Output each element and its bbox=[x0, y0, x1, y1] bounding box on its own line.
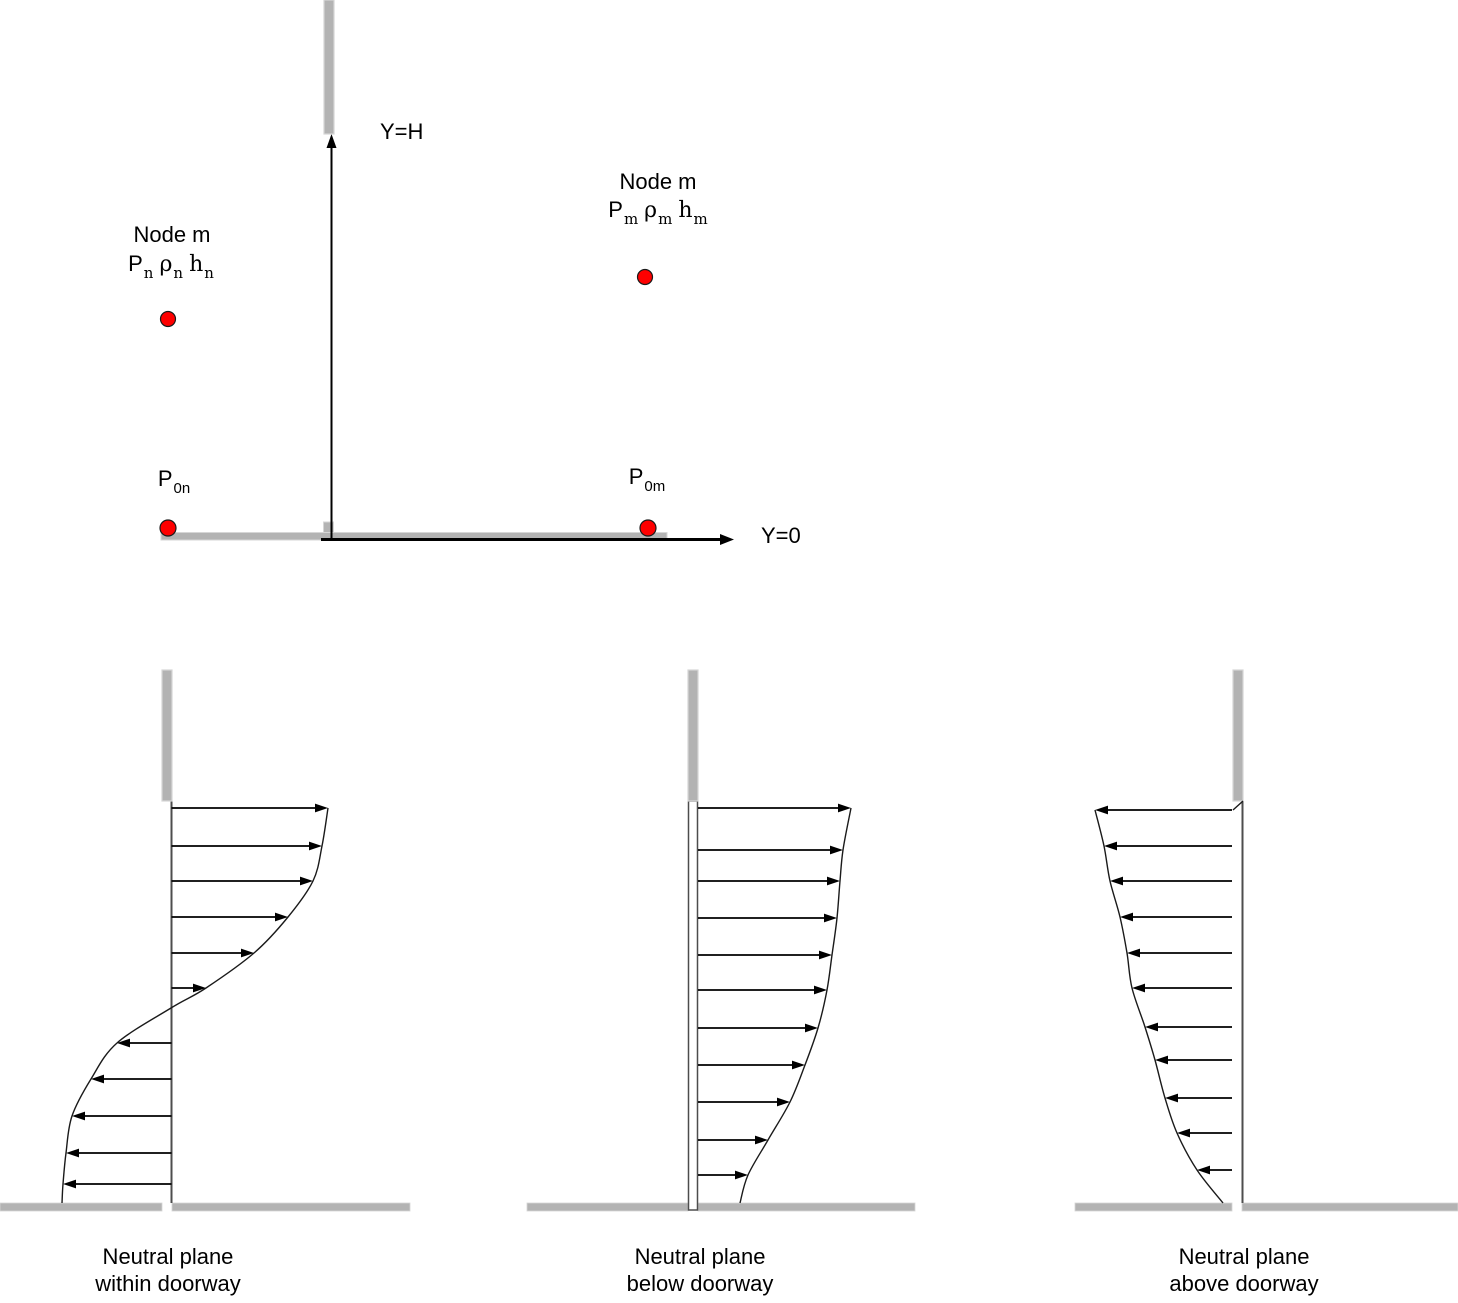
node-dot bbox=[159, 310, 177, 328]
flow-arrow-head bbox=[838, 803, 851, 813]
caption-above-doorway: Neutral plane above doorway bbox=[1169, 1243, 1318, 1297]
velocity-profile-curve bbox=[739, 807, 852, 1204]
y-axis-arrowhead bbox=[326, 134, 337, 148]
caption-line: within doorway bbox=[95, 1271, 241, 1296]
floor-slab bbox=[1074, 1202, 1233, 1212]
flow-arrow-head bbox=[72, 1111, 85, 1121]
x-axis-label: Y=0 bbox=[761, 523, 801, 548]
flow-arrow-head bbox=[1132, 983, 1145, 993]
y-axis-label: Y=H bbox=[380, 119, 424, 144]
node-right-formula: Pm ρm hm bbox=[608, 197, 708, 228]
flow-arrow-head bbox=[755, 1135, 768, 1145]
caption-line: Neutral plane bbox=[634, 1244, 766, 1269]
floor-slab bbox=[1241, 1202, 1458, 1212]
flow-arrow-head bbox=[1120, 912, 1133, 922]
floor-slab bbox=[171, 1202, 411, 1212]
node-dot bbox=[639, 519, 657, 537]
wall-upper bbox=[323, 0, 335, 135]
caption-line: Neutral plane bbox=[1178, 1244, 1310, 1269]
flow-arrow-head bbox=[792, 1060, 805, 1070]
wall-above-doorway bbox=[687, 669, 699, 802]
flow-arrow-head bbox=[777, 1097, 790, 1107]
floor-slab bbox=[697, 1202, 916, 1212]
node-dot bbox=[159, 519, 177, 537]
flow-arrow-head bbox=[117, 1038, 130, 1048]
floor-pressure-left-label: P0n bbox=[157, 466, 191, 497]
flow-arrow-head bbox=[735, 1170, 748, 1180]
flow-arrow-head bbox=[63, 1179, 76, 1189]
caption-below-doorway: Neutral plane below doorway bbox=[627, 1243, 774, 1297]
flow-arrow-head bbox=[241, 948, 254, 958]
floor-pressure-right-label: P0m bbox=[628, 464, 666, 495]
flow-arrow-head bbox=[315, 803, 328, 813]
caption-line: above doorway bbox=[1169, 1271, 1319, 1296]
flow-arrow-head bbox=[309, 841, 322, 851]
x-axis-arrowhead bbox=[720, 534, 734, 545]
flow-arrow-head bbox=[1177, 1128, 1190, 1138]
flow-arrow-head bbox=[824, 913, 837, 923]
flow-arrow-head bbox=[827, 876, 840, 886]
flow-arrow-head bbox=[66, 1148, 79, 1158]
doorway-jamb bbox=[687, 800, 699, 1211]
flow-arrow-head bbox=[830, 845, 843, 855]
flow-arrow-head bbox=[814, 985, 827, 995]
flow-arrow-head bbox=[275, 912, 288, 922]
profile-top-tick bbox=[1232, 800, 1244, 811]
flow-arrow-head bbox=[805, 1023, 818, 1033]
flow-arrow-head bbox=[1155, 1055, 1168, 1065]
velocity-profile-curve bbox=[1094, 809, 1224, 1204]
caption-line: below doorway bbox=[626, 1271, 774, 1296]
node-right-title: Node m bbox=[619, 169, 697, 194]
flow-arrow-head bbox=[1127, 948, 1140, 958]
flow-arrow-head bbox=[1110, 876, 1123, 886]
flow-arrow-head bbox=[300, 876, 313, 886]
velocity-profile-curve bbox=[61, 807, 329, 1204]
wall-above-doorway bbox=[1232, 669, 1244, 802]
doorsill-nub bbox=[323, 521, 334, 533]
flow-arrow-head bbox=[1095, 805, 1108, 815]
flow-arrow-head bbox=[91, 1074, 104, 1084]
floor-slab bbox=[0, 1202, 163, 1212]
flow-arrow-head bbox=[1165, 1093, 1178, 1103]
flow-arrow-head bbox=[193, 983, 206, 993]
flow-arrow-head bbox=[1197, 1165, 1210, 1175]
caption-within-doorway: Neutral plane within doorway bbox=[95, 1243, 241, 1297]
wall-above-doorway bbox=[161, 669, 173, 802]
floor-slab bbox=[526, 1202, 689, 1212]
flow-arrow-head bbox=[1145, 1022, 1158, 1032]
flow-arrow-head bbox=[1104, 841, 1117, 851]
node-left-formula: Pn ρn hn bbox=[128, 251, 214, 282]
node-dot bbox=[636, 268, 654, 286]
node-left-title: Node m bbox=[133, 222, 211, 247]
caption-line: Neutral plane bbox=[102, 1244, 234, 1269]
flow-arrow-head bbox=[819, 950, 832, 960]
